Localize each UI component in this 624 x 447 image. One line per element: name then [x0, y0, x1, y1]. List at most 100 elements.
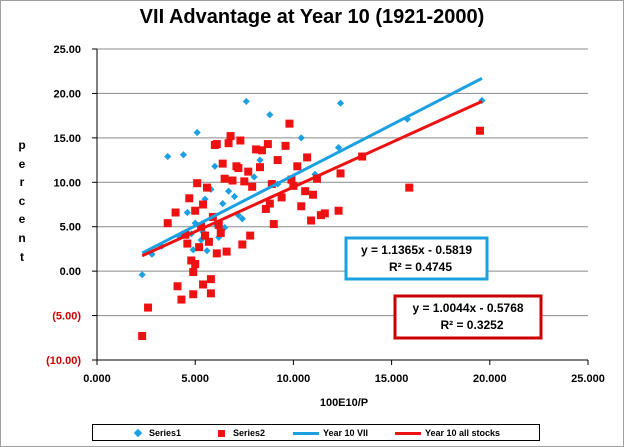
- series2-point: [206, 275, 215, 284]
- legend-item-series2: Series2: [218, 427, 265, 439]
- series1-point: [211, 162, 219, 170]
- series1-point: [297, 134, 305, 142]
- series1-point: [242, 97, 250, 106]
- series2-point: [212, 140, 221, 149]
- series2-point: [201, 231, 210, 240]
- line-marker-icon: [395, 431, 421, 435]
- series1-point: [311, 170, 319, 178]
- y-tick-label: 25.00: [53, 44, 81, 56]
- trendline-year10-all-stocks: [141, 99, 483, 258]
- series2-point: [297, 202, 306, 211]
- series2-point: [240, 177, 249, 186]
- series1-point: [403, 115, 411, 123]
- legend-item-year10-all-stocks: Year 10 all stocks: [395, 427, 500, 439]
- r-squared-text: R² = 0.4745: [389, 260, 452, 274]
- series1-point: [238, 215, 246, 223]
- series2-point: [285, 119, 294, 128]
- legend-label: Series1: [149, 428, 182, 438]
- x-axis-label: 100E10/P: [319, 397, 369, 409]
- series2-point: [191, 206, 200, 215]
- y-tick-label: 15.00: [53, 133, 81, 145]
- series1-point: [183, 208, 191, 217]
- series2-point: [185, 194, 194, 203]
- x-tick-label: 25.000: [571, 373, 605, 385]
- series2-point: [248, 182, 257, 191]
- trendline-annotations: y = 1.1365x - 0.5819 R² = 0.4745 y = 1.004…: [344, 236, 543, 340]
- trendlines: [141, 77, 483, 258]
- series2-point: [252, 145, 261, 154]
- series2-point: [238, 240, 247, 249]
- series1-point: [478, 96, 486, 105]
- series2-point: [204, 237, 213, 246]
- series2-point: [216, 228, 225, 237]
- series1-point: [189, 246, 197, 254]
- legend-item-year10-vii: Year 10 VII: [293, 427, 368, 439]
- legend-label: Year 10 all stocks: [425, 428, 501, 438]
- equation-box: [344, 236, 489, 281]
- tick-labels: (10.00) (5.00) 0.00 5.00 10.00 15.00 20.00 25.0…: [46, 44, 605, 385]
- series2-point: [189, 290, 198, 299]
- series2-point: [189, 268, 198, 277]
- series1-point: [256, 156, 264, 164]
- series2-point: [191, 260, 200, 269]
- series2-point: [287, 175, 296, 184]
- legend-label: Year 10 VII: [323, 428, 369, 438]
- x-tick-label: 5.000: [181, 373, 209, 385]
- y-axis-label-letter: r: [19, 175, 25, 190]
- series1-point: [334, 144, 343, 152]
- series2-point: [183, 239, 192, 248]
- series1-point: [230, 192, 239, 201]
- square-marker-icon: [218, 429, 225, 437]
- series2-point: [320, 209, 329, 218]
- equation-text: y = 1.0044x - 0.5768: [412, 301, 523, 315]
- series2-point: [257, 146, 266, 155]
- series2-point: [265, 199, 274, 208]
- series2-point: [263, 140, 272, 149]
- series2-point: [269, 220, 278, 229]
- series2-point: [224, 139, 233, 148]
- series2-point: [206, 289, 215, 298]
- series2-point: [309, 190, 318, 199]
- series2-point: [228, 176, 237, 185]
- series2-point: [222, 247, 231, 256]
- series2-point: [177, 295, 186, 304]
- x-tick-label: 20.000: [473, 373, 507, 385]
- series2-point: [244, 167, 253, 176]
- series1-point: [250, 173, 258, 181]
- series2-point: [212, 249, 221, 258]
- y-tick-label: 20.00: [53, 88, 81, 100]
- y-tick-label: 10.00: [53, 177, 81, 189]
- series2-point: [199, 200, 208, 209]
- series2-point: [236, 136, 245, 145]
- y-tick-label: 0.00: [60, 266, 81, 278]
- series2-point: [234, 164, 243, 173]
- series1-point: [219, 200, 227, 208]
- series1-point: [336, 99, 345, 107]
- series2-point: [138, 332, 147, 341]
- r-squared-text: R² = 0.3252: [440, 318, 503, 332]
- series1-point: [148, 250, 156, 258]
- legend-label: Series2: [233, 428, 266, 438]
- series2-point: [214, 220, 223, 229]
- series2-point: [312, 174, 321, 183]
- series1-point: [224, 187, 233, 195]
- equation-box: [393, 294, 543, 340]
- series2-point: [246, 231, 255, 240]
- series2-point: [256, 163, 265, 172]
- series2-point: [193, 179, 202, 188]
- series2-point: [220, 174, 229, 183]
- series2-point: [163, 219, 172, 228]
- series2-point: [144, 303, 153, 312]
- series2-point: [195, 243, 204, 252]
- y-axis-label-letter: e: [18, 156, 26, 171]
- y-axis-label-letter: p: [18, 138, 26, 152]
- series2-point: [226, 132, 235, 141]
- series2-point: [273, 156, 282, 165]
- equation-text: y = 1.1365x - 0.5819: [361, 243, 472, 257]
- y-tick-label: (10.00): [46, 355, 81, 367]
- series2-point: [336, 169, 345, 178]
- chart-title: VII Advantage at Year 10 (1921-2000): [139, 6, 485, 28]
- y-axis-label-letter: t: [20, 249, 24, 264]
